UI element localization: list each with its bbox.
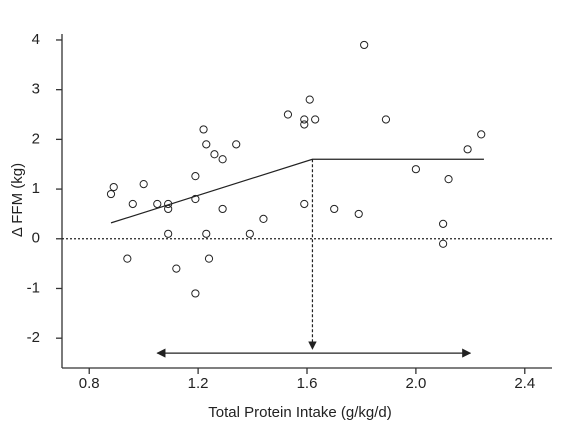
point bbox=[172, 264, 181, 273]
y-tick-label: 0 bbox=[32, 230, 40, 247]
point bbox=[439, 219, 448, 228]
x-tick-label: 2.0 bbox=[405, 375, 426, 392]
point bbox=[106, 189, 116, 199]
point bbox=[199, 125, 208, 134]
point bbox=[232, 140, 241, 149]
y-tick-label: -1 bbox=[27, 279, 40, 296]
point bbox=[204, 254, 214, 263]
point bbox=[191, 172, 200, 181]
point bbox=[218, 155, 227, 164]
point bbox=[300, 115, 309, 124]
point bbox=[283, 110, 293, 119]
point bbox=[245, 229, 254, 238]
point bbox=[354, 209, 363, 219]
point bbox=[210, 150, 219, 159]
point bbox=[164, 229, 173, 238]
point bbox=[128, 199, 137, 209]
point bbox=[381, 115, 391, 124]
point bbox=[330, 204, 339, 214]
point bbox=[439, 239, 448, 248]
point bbox=[463, 145, 472, 154]
point bbox=[153, 199, 162, 209]
point bbox=[311, 115, 320, 124]
x-tick-label: 1.2 bbox=[188, 375, 209, 392]
y-tick-label: -2 bbox=[27, 329, 40, 346]
fit-line bbox=[110, 158, 484, 224]
point bbox=[139, 180, 148, 189]
x-tick-label: 0.8 bbox=[79, 375, 100, 392]
point bbox=[360, 40, 369, 50]
x-tick-label: 1.6 bbox=[297, 375, 318, 392]
point bbox=[218, 204, 227, 214]
point bbox=[109, 182, 118, 192]
y-tick-label: 2 bbox=[32, 130, 40, 147]
point bbox=[202, 229, 211, 238]
point bbox=[191, 194, 200, 204]
y-tick-label: 1 bbox=[32, 180, 40, 197]
point bbox=[164, 204, 173, 214]
point bbox=[123, 254, 132, 263]
point bbox=[477, 130, 486, 139]
point bbox=[191, 289, 200, 298]
point bbox=[300, 120, 309, 129]
point bbox=[411, 165, 420, 174]
point bbox=[444, 175, 453, 184]
point bbox=[259, 214, 268, 223]
x-axis-label: Total Protein Intake (g/kg/d) bbox=[208, 404, 391, 421]
y-tick-label: 4 bbox=[32, 31, 40, 48]
y-axis-label: Δ FFM (kg) bbox=[9, 163, 26, 237]
point bbox=[202, 140, 211, 149]
point bbox=[305, 95, 314, 104]
x-tick-label: 2.4 bbox=[514, 375, 535, 392]
y-tick-label: 3 bbox=[32, 81, 40, 98]
point bbox=[300, 199, 309, 209]
